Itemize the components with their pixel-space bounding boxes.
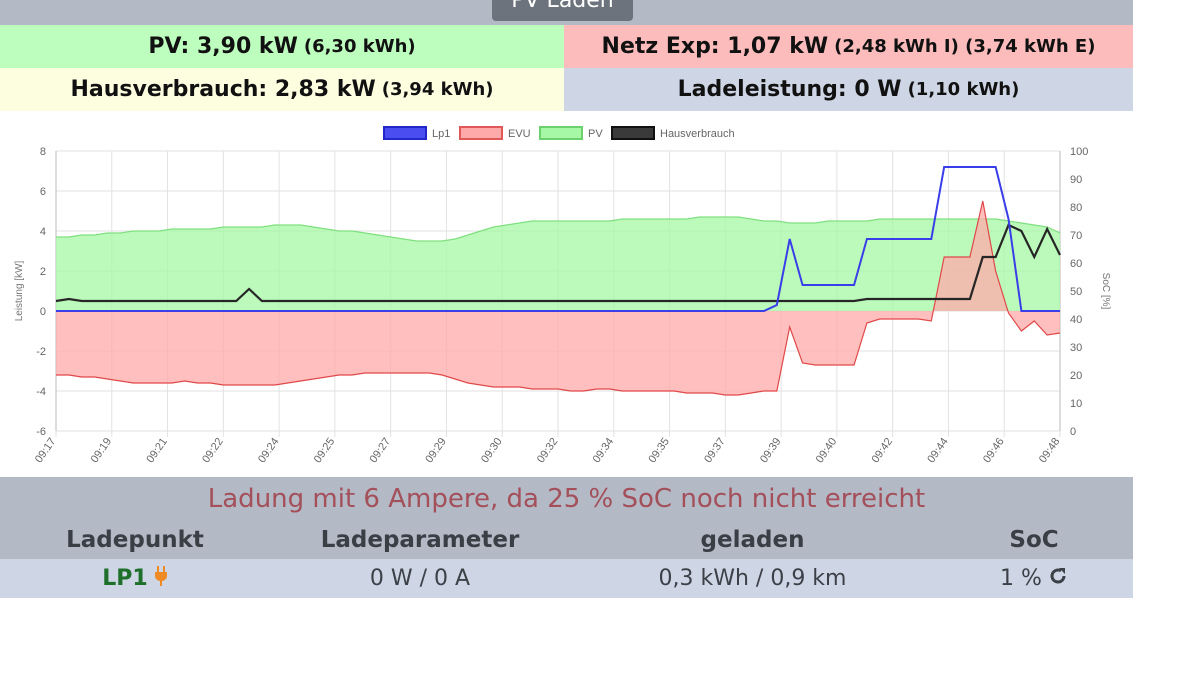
y-tick-label-right: 30 (1070, 342, 1082, 354)
evu-series-line (56, 200, 1061, 396)
header-geladen: geladen (700, 527, 805, 553)
x-tick-label: 09:34 (591, 436, 617, 465)
y-tick-label-right: 0 (1070, 426, 1076, 438)
legend-swatch-hausverbrauch (611, 126, 655, 140)
y-tick-label-left: 8 (40, 146, 46, 158)
lp-charged: 0,3 kWh / 0,9 km (658, 566, 847, 591)
header-soc: SoC (1009, 527, 1059, 553)
y-tick-label-left: -6 (36, 426, 46, 438)
x-tick-label: 09:25 (312, 436, 338, 465)
house-power: Hausverbrauch: 2,83 kW (70, 77, 376, 102)
grid-power: Netz Exp: 1,07 kW (601, 34, 829, 59)
lp-params: 0 W / 0 A (369, 566, 471, 591)
y-tick-label-right: 40 (1070, 314, 1082, 326)
lp-soc-cell: 1 % (935, 559, 1133, 598)
legend-label-lp1: Lp1 (432, 128, 450, 140)
x-tick-label: 09:42 (870, 436, 896, 465)
grid-energy: (2,48 kWh I) (3,74 kWh E) (834, 36, 1096, 57)
lp-name[interactable]: LP1 (102, 566, 148, 591)
charging-energy: (1,10 kWh) (907, 79, 1020, 100)
legend-label-evu: EVU (508, 128, 531, 140)
grid-summary: Netz Exp: 1,07 kW (2,48 kWh I) (3,74 kWh… (564, 25, 1133, 68)
app: PV Laden PV: 3,90 kW (6,30 kWh) Netz Exp… (0, 0, 1133, 598)
charge-mode-button[interactable]: PV Laden (492, 0, 633, 21)
header-ladeparameter: Ladeparameter (320, 527, 520, 553)
x-tick-label: 09:27 (368, 436, 394, 465)
pv-summary: PV: 3,90 kW (6,30 kWh) (0, 25, 564, 68)
x-tick-label: 09:22 (200, 436, 226, 465)
lp-cell[interactable]: LP1 (0, 559, 270, 598)
charging-power: Ladeleistung: 0 W (677, 77, 902, 102)
house-summary: Hausverbrauch: 2,83 kW (3,94 kWh) (0, 68, 564, 111)
house-energy: (3,94 kWh) (381, 79, 494, 100)
x-tick-label: 09:21 (144, 436, 170, 465)
status-message: Ladung mit 6 Ampere, da 25 % SoC noch ni… (0, 477, 1133, 521)
pv-series-line (56, 216, 1061, 242)
y-tick-label-right: 90 (1070, 174, 1082, 186)
x-tick-label: 09:30 (479, 436, 505, 465)
pv-series-area (56, 217, 1060, 311)
table-header: Ladepunkt Ladeparameter geladen SoC (0, 521, 1133, 559)
pv-power: PV: 3,90 kW (148, 34, 298, 59)
legend-swatch-evu (459, 126, 503, 140)
x-tick-label: 09:24 (256, 436, 282, 465)
legend-swatch-lp1 (383, 126, 427, 140)
y-tick-label-right: 70 (1070, 230, 1082, 242)
y-tick-label-left: -2 (36, 346, 46, 358)
power-chart[interactable]: 8 6 4 2 0 -2 -4 -6 100 90 80 70 60 50 40 30 20 10 0 09:17 09… (0, 111, 1133, 477)
table-row: LP1 0 W / 0 A 0,3 kWh / 0,9 km 1 % (0, 559, 1133, 598)
legend-label-pv: PV (588, 128, 603, 140)
top-bar: PV Laden (0, 0, 1133, 25)
y-tick-label-left: 4 (40, 226, 46, 238)
pv-energy: (6,30 kWh) (303, 36, 416, 57)
summary-row-2: Hausverbrauch: 2,83 kW (3,94 kWh) Ladele… (0, 68, 1133, 111)
x-tick-label: 09:44 (925, 436, 951, 465)
summary-row-1: PV: 3,90 kW (6,30 kWh) Netz Exp: 1,07 kW… (0, 25, 1133, 68)
header-ladepunkt: Ladepunkt (66, 527, 204, 553)
refresh-icon[interactable] (1048, 566, 1068, 592)
y-tick-label-right: 20 (1070, 370, 1082, 382)
y-axis-label-right: SoC [%] (1100, 273, 1111, 310)
x-tick-label: 09:19 (89, 436, 115, 465)
x-tick-label: 09:46 (981, 436, 1007, 465)
x-tick-label: 09:48 (1037, 436, 1063, 465)
x-tick-label: 09:37 (702, 436, 728, 465)
legend-label-hausverbrauch: Hausverbrauch (660, 128, 735, 140)
charging-summary: Ladeleistung: 0 W (1,10 kWh) (564, 68, 1133, 111)
x-tick-label: 09:40 (814, 436, 840, 465)
x-tick-label: 09:17 (33, 436, 59, 465)
y-axis-label-left: Leistung [kW] (14, 260, 25, 321)
lp-soc: 1 % (1000, 566, 1042, 591)
y-tick-label-right: 60 (1070, 258, 1082, 270)
y-tick-label-left: 6 (40, 186, 46, 198)
y-tick-label-left: 0 (40, 306, 46, 318)
y-tick-label-left: 2 (40, 266, 46, 278)
x-tick-label: 09:35 (646, 436, 672, 465)
y-tick-label-right: 10 (1070, 398, 1082, 410)
x-tick-label: 09:29 (423, 436, 449, 465)
lp1-series-line (56, 166, 1060, 312)
x-tick-label: 09:32 (535, 436, 561, 465)
plug-icon (154, 566, 168, 591)
hausverbrauch-series-line (55, 223, 1061, 303)
y-tick-label-right: 50 (1070, 286, 1082, 298)
y-tick-label-right: 80 (1070, 202, 1082, 214)
y-tick-label-left: -4 (36, 386, 46, 398)
y-tick-label-right: 100 (1070, 146, 1088, 158)
evu-series-area (56, 201, 1060, 395)
x-tick-label: 09:39 (758, 436, 784, 465)
legend-swatch-pv (539, 126, 583, 140)
